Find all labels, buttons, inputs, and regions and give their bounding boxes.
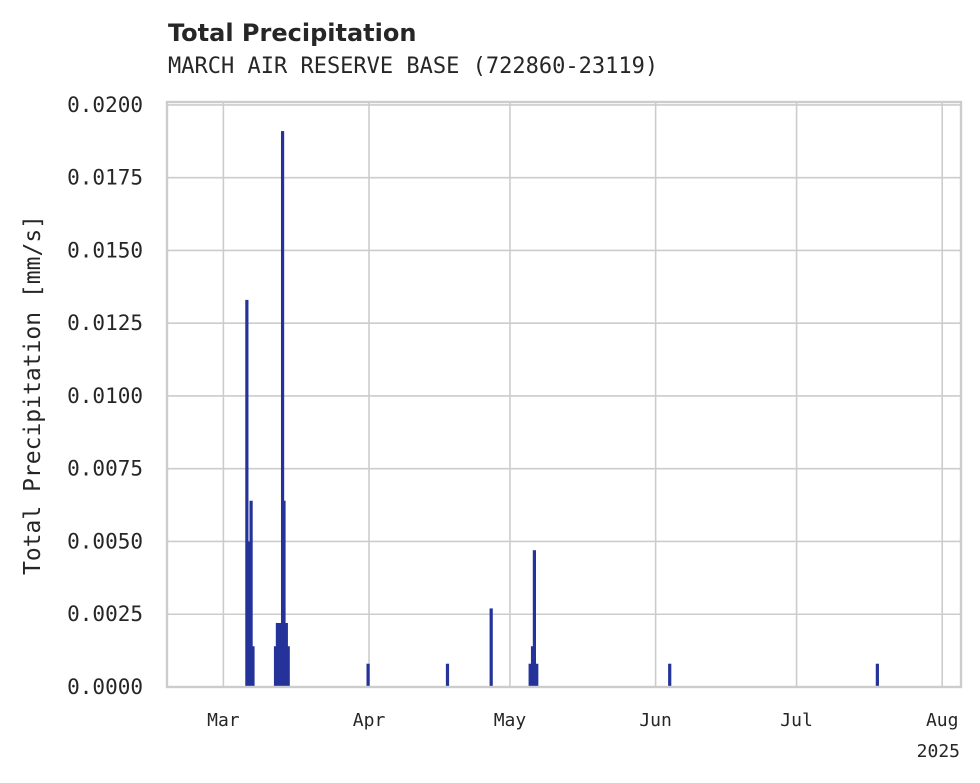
- precip-bar: [282, 500, 286, 687]
- chart-subtitle: MARCH AIR RESERVE BASE (722860-23119): [168, 54, 658, 79]
- y-tick-label: 0.0200: [67, 93, 143, 117]
- x-tick-label: Aug: [926, 710, 959, 731]
- x-tick-label: Jul: [780, 710, 813, 731]
- plot-frame: [165, 100, 963, 689]
- bar-series: [245, 131, 879, 687]
- precip-bar: [284, 622, 288, 687]
- precip-bar: [245, 299, 249, 687]
- precip-bar: [668, 663, 672, 687]
- x-tick-label: Mar: [207, 710, 240, 731]
- precip-bar: [530, 646, 535, 687]
- precip-bar: [535, 663, 539, 687]
- precip-bar: [489, 608, 493, 687]
- y-tick-label: 0.0025: [67, 602, 143, 626]
- precip-bar: [366, 663, 370, 687]
- chart-title: Total Precipitation: [168, 19, 416, 47]
- y-tick-label: 0.0050: [67, 529, 143, 553]
- y-axis-label: Total Precipitation [mm/s]: [20, 215, 46, 575]
- y-tick-label: 0.0100: [67, 384, 143, 408]
- gridlines: [167, 102, 961, 688]
- x-tick-label: Jun: [639, 710, 672, 731]
- precip-bar: [532, 550, 537, 687]
- y-tick-label: 0.0175: [67, 166, 143, 190]
- precip-bar: [273, 646, 278, 687]
- precip-bar: [286, 646, 290, 687]
- precip-bar: [528, 663, 532, 687]
- precip-bar: [875, 663, 879, 687]
- precip-bar: [280, 131, 285, 687]
- precip-bar: [275, 622, 280, 687]
- y-tick-label: 0.0125: [67, 311, 143, 335]
- precip-bar: [445, 663, 450, 687]
- x-tick-label: Apr: [353, 710, 386, 731]
- precip-bar: [247, 541, 251, 687]
- y-axis-ticks: 0.0000 0.0025 0.0050 0.0075 0.0100 0.0125 0.01…: [67, 93, 143, 699]
- precip-bar: [249, 500, 253, 687]
- x-axis-year-label: 2025: [917, 741, 960, 762]
- x-tick-label: May: [494, 710, 527, 731]
- y-tick-label: 0.0150: [67, 238, 143, 262]
- precip-bar: [278, 622, 282, 687]
- y-tick-label: 0.0075: [67, 457, 143, 481]
- y-tick-label: 0.0000: [67, 675, 143, 699]
- precip-bar: [251, 646, 255, 687]
- x-axis-ticks: Mar Apr May Jun Jul Aug: [207, 710, 958, 731]
